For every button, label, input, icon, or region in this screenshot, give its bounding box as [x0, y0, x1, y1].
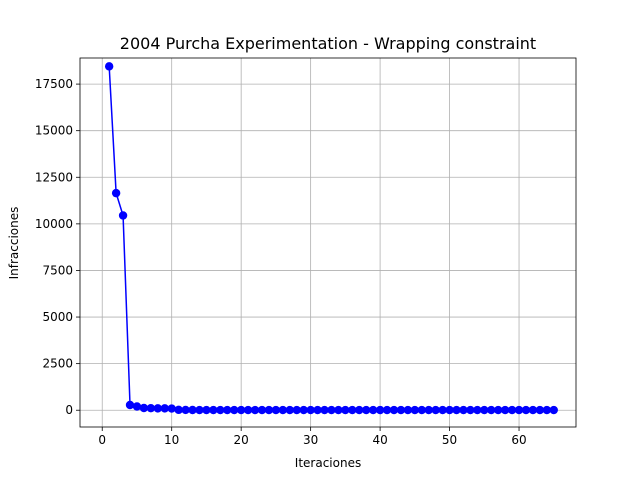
data-point — [195, 405, 204, 415]
data-point — [243, 405, 253, 415]
x-axis-label: Iteraciones — [295, 456, 361, 470]
data-point — [466, 405, 475, 415]
x-tick-label: 40 — [372, 433, 387, 447]
data-point — [514, 405, 524, 415]
data-point — [480, 405, 489, 415]
y-tick-label: 2500 — [42, 357, 73, 371]
data-point — [202, 405, 211, 415]
x-axis-ticks: 0 10 20 30 40 50 60 — [98, 427, 527, 447]
data-point — [431, 405, 440, 415]
data-point — [396, 405, 406, 415]
y-tick-label: 7500 — [42, 263, 73, 277]
data-point — [438, 405, 447, 415]
data-point — [348, 405, 357, 415]
data-point — [389, 405, 399, 415]
data-point — [507, 405, 517, 415]
data-point — [341, 405, 350, 415]
data-point — [368, 405, 378, 415]
data-point — [306, 405, 315, 415]
data-point — [382, 405, 392, 415]
x-tick-label: 50 — [442, 433, 457, 447]
chart-title: 2004 Purcha Experimentation - Wrapping c… — [120, 34, 536, 53]
data-point — [223, 405, 232, 415]
data-point — [528, 405, 538, 415]
data-point — [410, 405, 420, 415]
data-point — [118, 211, 128, 220]
data-point — [230, 405, 239, 415]
data-point — [160, 404, 169, 413]
data-point — [167, 404, 176, 413]
x-tick-label: 20 — [234, 433, 249, 447]
data-point — [216, 405, 225, 415]
y-tick-label: 0 — [65, 403, 73, 417]
data-point — [209, 405, 218, 415]
data-point — [125, 400, 135, 410]
x-tick-label: 30 — [303, 433, 318, 447]
data-point — [424, 405, 433, 415]
data-point — [132, 402, 142, 411]
data-point — [542, 405, 552, 415]
data-point — [521, 405, 531, 415]
data-point — [285, 405, 294, 415]
data-point — [473, 405, 482, 415]
data-point — [188, 405, 197, 415]
x-tick-label: 0 — [98, 433, 106, 447]
data-point — [146, 403, 156, 413]
x-tick-label: 60 — [511, 433, 526, 447]
data-point — [236, 405, 246, 415]
data-point — [500, 405, 510, 415]
y-tick-label: 5000 — [42, 310, 73, 324]
y-tick-label: 10000 — [35, 217, 73, 231]
data-point — [181, 405, 190, 415]
data-point — [250, 405, 260, 415]
data-point — [355, 405, 364, 415]
y-tick-label: 15000 — [35, 124, 73, 138]
data-point — [139, 403, 149, 413]
y-axis-ticks: 0 2500 5000 7500 10000 12500 15000 17500 — [35, 77, 80, 417]
data-point — [320, 405, 329, 415]
data-point — [403, 405, 413, 415]
data-point — [278, 405, 288, 415]
data-point — [292, 405, 301, 415]
series-layer — [104, 62, 558, 415]
data-point — [104, 62, 114, 71]
data-point — [153, 404, 163, 413]
data-point — [299, 405, 308, 415]
data-point — [334, 405, 343, 415]
data-point — [417, 405, 426, 415]
data-point — [174, 405, 183, 415]
data-point — [257, 405, 267, 415]
x-tick-label: 10 — [164, 433, 179, 447]
data-point — [375, 405, 385, 415]
data-point — [487, 405, 496, 415]
data-point — [271, 405, 281, 415]
data-point — [452, 405, 461, 415]
plot-frame — [79, 57, 577, 428]
data-point — [111, 188, 121, 198]
data-point — [264, 405, 274, 415]
y-tick-label: 17500 — [35, 77, 73, 91]
y-tick-label: 12500 — [35, 170, 73, 184]
data-point — [493, 405, 503, 415]
data-point — [459, 405, 468, 415]
data-point — [549, 405, 558, 415]
data-point — [362, 405, 371, 415]
y-axis-label: Infracciones — [7, 207, 21, 280]
data-point — [327, 405, 336, 415]
data-point — [535, 405, 545, 415]
data-point — [445, 405, 454, 415]
data-point — [313, 405, 322, 415]
